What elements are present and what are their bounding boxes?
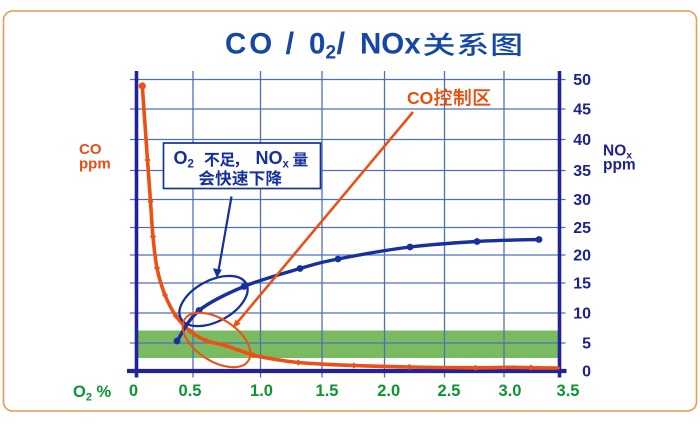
svg-text:40: 40 (573, 132, 591, 149)
svg-text:3.0: 3.0 (499, 382, 522, 400)
svg-text:35: 35 (573, 163, 591, 180)
svg-text:10: 10 (573, 306, 591, 323)
svg-text:0: 0 (309, 28, 325, 61)
svg-text:2.5: 2.5 (438, 382, 461, 400)
svg-text:30: 30 (573, 192, 591, 209)
svg-text:1.0: 1.0 (250, 382, 273, 400)
svg-text:2: 2 (188, 158, 194, 170)
svg-text:CO: CO (407, 88, 433, 108)
svg-text:O: O (174, 148, 188, 168)
svg-text:/: / (286, 26, 295, 61)
svg-text:/: / (337, 26, 346, 61)
svg-text:3.5: 3.5 (557, 382, 580, 400)
svg-text:5: 5 (582, 336, 591, 353)
svg-text:2.0: 2.0 (377, 382, 400, 400)
svg-text:NO: NO (256, 148, 283, 168)
svg-text:50: 50 (573, 72, 591, 89)
svg-text:NOx: NOx (360, 28, 421, 61)
svg-text:CO: CO (79, 141, 102, 158)
svg-text:0: 0 (129, 382, 138, 400)
svg-text:1.5: 1.5 (316, 382, 339, 400)
svg-text:45: 45 (573, 102, 591, 119)
svg-text:2: 2 (326, 43, 337, 64)
svg-text:CO: CO (225, 28, 275, 61)
svg-text:NOx: NOx (603, 143, 632, 162)
svg-text:ppm: ppm (79, 156, 111, 173)
svg-text:25: 25 (573, 220, 591, 237)
svg-text:ppm: ppm (603, 157, 636, 174)
svg-text:O2 %: O2 % (73, 383, 112, 404)
svg-text:x: x (283, 158, 290, 170)
svg-text:15: 15 (573, 276, 591, 293)
svg-text:0.5: 0.5 (179, 382, 202, 400)
svg-text:0: 0 (582, 364, 591, 381)
svg-text:20: 20 (573, 248, 591, 265)
